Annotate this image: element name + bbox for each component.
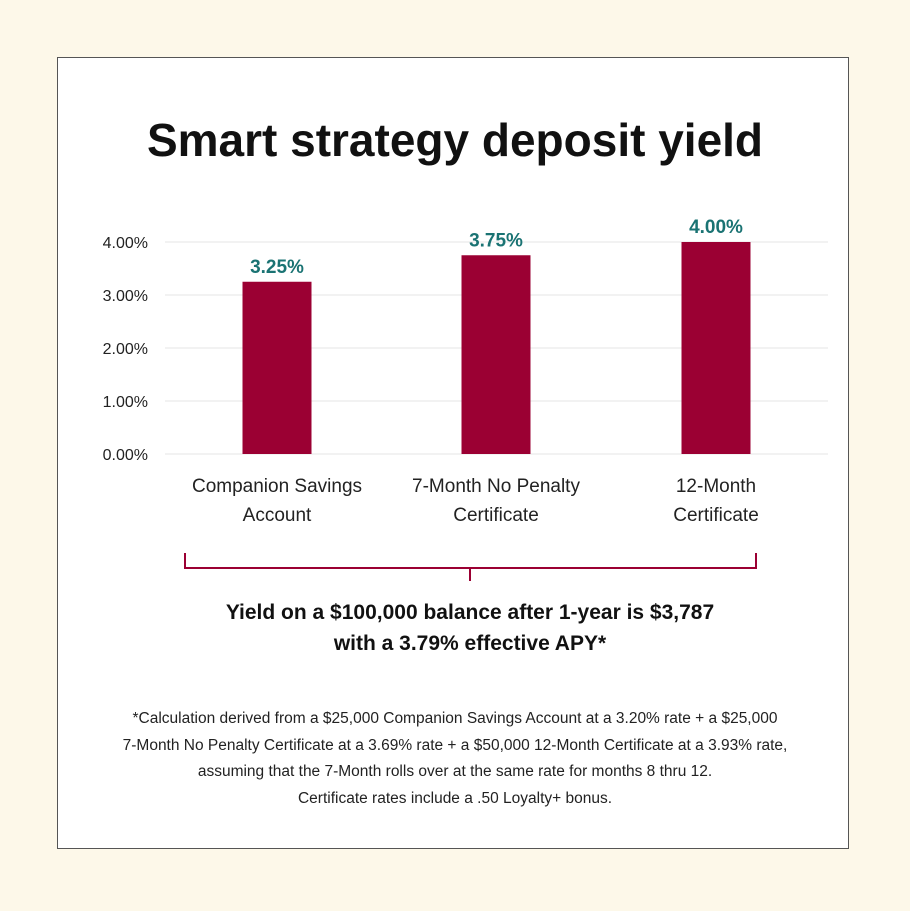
bracket-line	[184, 553, 757, 581]
summary-line-1: Yield on a $100,000 balance after 1-year…	[225, 601, 715, 624]
data-label: 4.00%	[689, 217, 743, 238]
data-label: 3.75%	[469, 230, 523, 251]
footnote-line-4: Certificate rates include a .50 Loyalty+…	[297, 789, 613, 807]
x-tick-label: 12-Month	[676, 476, 756, 497]
summary-line-2: with a 3.79% effective APY*	[333, 632, 607, 655]
x-tick-label: Companion Savings	[192, 476, 362, 497]
y-tick-label: 0.00%	[103, 447, 148, 464]
x-tick-label: Certificate	[453, 505, 539, 526]
chart-title: Smart strategy deposit yield	[146, 114, 764, 166]
y-tick-label: 1.00%	[103, 394, 148, 411]
footnote-line-2: 7-Month No Penalty Certificate at a 3.69…	[122, 736, 788, 754]
footnote-line-3: assuming that the 7-Month rolls over at …	[197, 763, 713, 780]
x-tick-label: Certificate	[673, 505, 759, 526]
yield-summary: Yield on a $100,000 balance after 1-year…	[0, 597, 910, 659]
x-tick-label: 7-Month No Penalty	[412, 476, 580, 497]
bar	[461, 255, 531, 454]
y-tick-label: 2.00%	[103, 341, 148, 358]
data-label: 3.25%	[250, 257, 304, 278]
footnote: *Calculation derived from a $25,000 Comp…	[0, 706, 910, 812]
footnote-line-1: *Calculation derived from a $25,000 Comp…	[132, 710, 778, 727]
x-tick-label: Account	[243, 505, 312, 526]
y-tick-label: 3.00%	[103, 288, 148, 305]
bar	[681, 242, 751, 454]
bar	[242, 281, 312, 454]
y-tick-label: 4.00%	[103, 235, 148, 252]
